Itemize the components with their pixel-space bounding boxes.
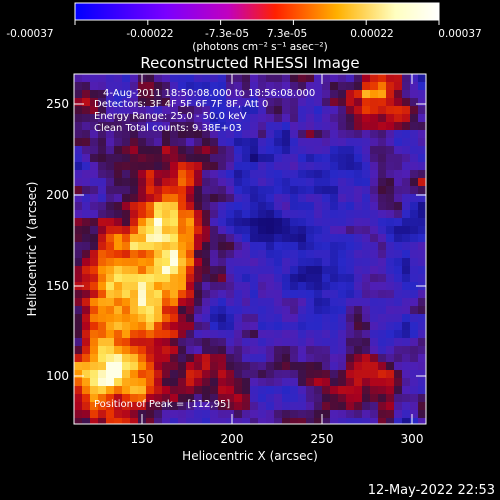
image-title: Reconstructed RHESSI Image (140, 54, 359, 72)
x-axis-ticks (141, 74, 413, 424)
colorbar-tick-label-2: -0.00022 (126, 28, 173, 40)
colorbar-tick-label-5: 0.00022 (350, 28, 393, 40)
reconstructed-image (74, 74, 426, 424)
colorbar-gradient (74, 2, 440, 21)
y-tick-label-200: 200 (46, 188, 69, 202)
x-tick-label-200: 200 (221, 432, 244, 446)
info-energy-range: Energy Range: 25.0 - 50.0 keV (94, 111, 247, 122)
colorbar-unit-label: (photons cm⁻² s⁻¹ asec⁻²) (192, 41, 327, 53)
x-tick-label-250: 250 (311, 432, 334, 446)
y-axis-ticks (74, 103, 426, 377)
plot-frame (73, 73, 427, 425)
colorbar-tick-label-6: 0.00037 (438, 28, 481, 40)
y-tick-label-100: 100 (46, 369, 69, 383)
y-axis-label: Heliocentric Y (arcsec) (25, 182, 39, 317)
info-time-range: 4-Aug-2011 18:50:08.000 to 18:56:08.000 (103, 88, 315, 99)
y-tick-label-150: 150 (46, 279, 69, 293)
info-detectors: Detectors: 3F 4F 5F 6F 7F 8F, Att 0 (94, 99, 268, 110)
x-tick-label-150: 150 (131, 432, 154, 446)
colorbar-tick-label-1: -0.00037 (6, 28, 53, 40)
info-counts: Clean Total counts: 9.38E+03 (94, 123, 242, 134)
y-tick-label-250: 250 (46, 97, 69, 111)
colorbar: -0.00037 -0.00022 -7.3e-05 7.3e-05 0.000… (6, 2, 482, 53)
x-tick-label-300: 300 (401, 432, 424, 446)
peak-position-label: Position of Peak = [112,95] (94, 399, 230, 410)
colorbar-tick-label-4: 7.3e-05 (267, 28, 307, 40)
colorbar-ticks (74, 20, 440, 25)
x-axis-label: Heliocentric X (arcsec) (182, 449, 318, 463)
footer-timestamp: 12-May-2022 22:53 (368, 483, 495, 498)
info-overlay: 4-Aug-2011 18:50:08.000 to 18:56:08.000 … (94, 88, 315, 134)
colorbar-tick-label-3: -7.3e-05 (205, 28, 249, 40)
